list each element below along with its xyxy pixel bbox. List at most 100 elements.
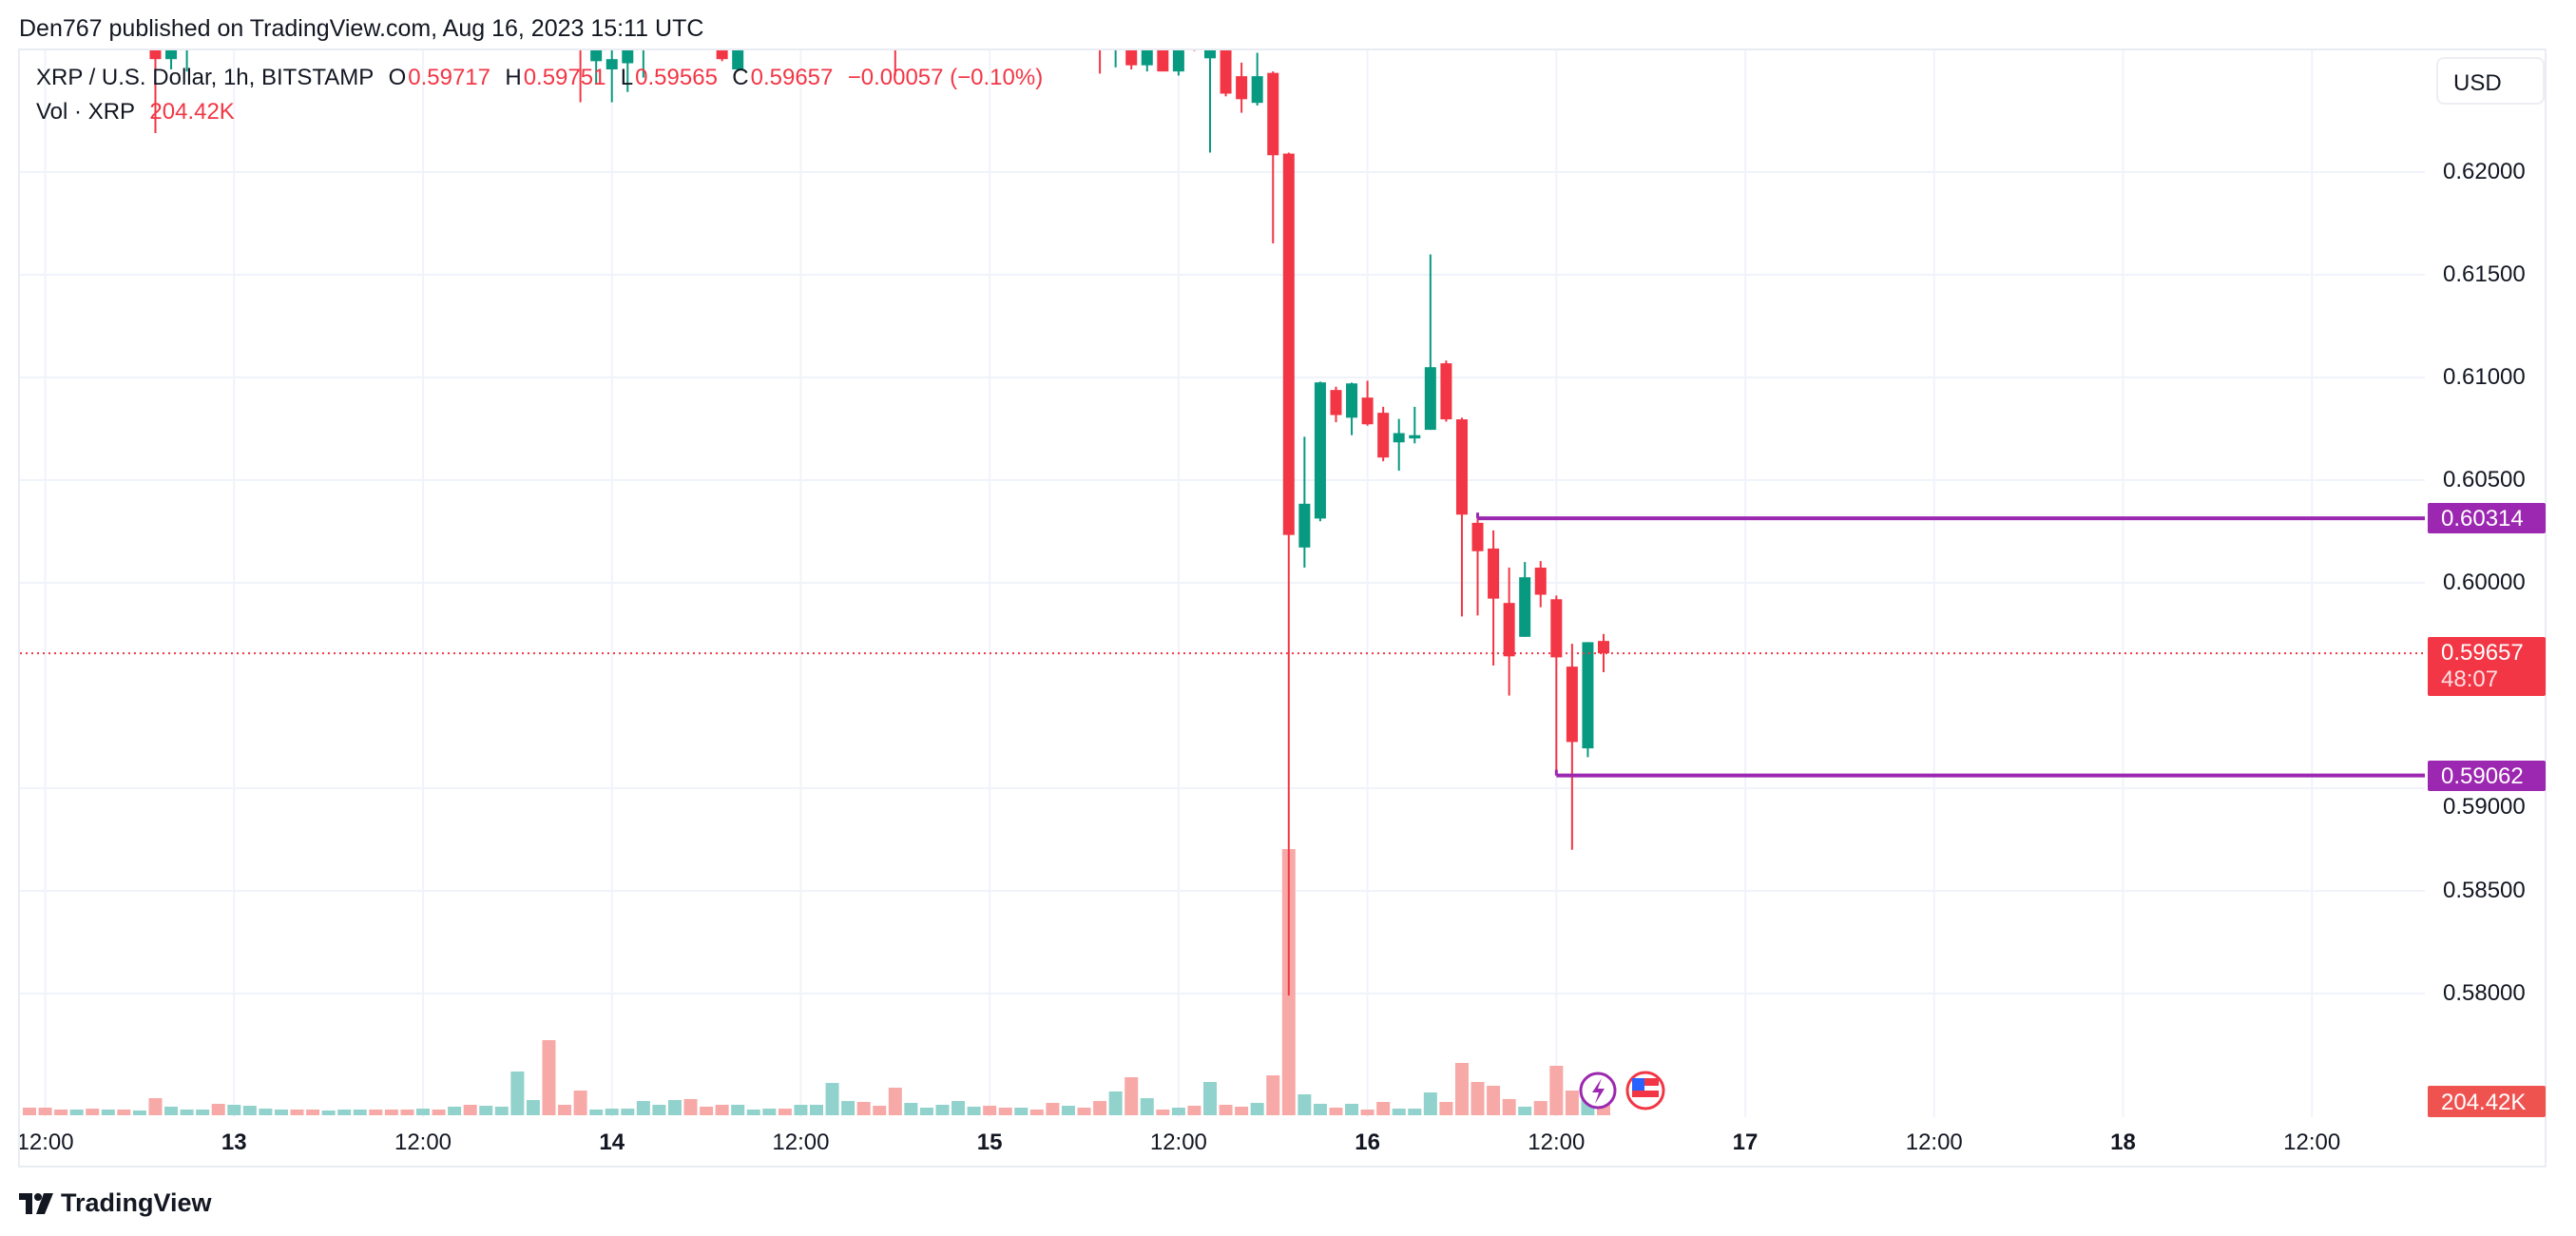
change-value: −0.00057 (−0.10%) [847, 65, 1044, 90]
candle[interactable] [622, 29, 634, 92]
volume-bar [1533, 1101, 1548, 1115]
horizontal-levels[interactable] [20, 512, 2425, 778]
volume-bar [683, 1098, 698, 1115]
candle[interactable] [638, 18, 649, 78]
candle[interactable] [149, 8, 162, 133]
tradingview-logo[interactable]: TradingView [19, 1188, 212, 1218]
candle-body [1488, 548, 1500, 599]
candle[interactable] [1251, 52, 1263, 106]
candle-body [1204, 50, 1216, 59]
volume-bar [1046, 1103, 1060, 1115]
candle[interactable] [182, 18, 193, 72]
candle[interactable] [1204, 39, 1216, 153]
candle-body [1409, 435, 1421, 439]
candle[interactable] [1471, 518, 1484, 616]
candle[interactable] [1550, 595, 1563, 776]
candle[interactable] [1598, 633, 1609, 672]
candle[interactable] [1236, 62, 1248, 113]
volume-bar [290, 1109, 304, 1115]
candles [149, 0, 1609, 996]
time-axis[interactable]: 12:00 13 12:00 14 12:00 15 12:00 16 12:00 17 12:00… [20, 1118, 2425, 1166]
volume-bar [180, 1109, 194, 1115]
volume-bar [1313, 1103, 1327, 1115]
candle[interactable] [732, 18, 744, 72]
candle[interactable] [1566, 644, 1578, 850]
volume-bar [1203, 1082, 1217, 1115]
candle-body [638, 29, 649, 39]
candle[interactable] [1110, 18, 1122, 68]
candle[interactable] [1519, 562, 1531, 637]
candle[interactable] [1440, 360, 1452, 422]
volume-bar [1171, 1108, 1185, 1115]
candle[interactable] [1534, 561, 1547, 608]
candle[interactable] [1125, 8, 1138, 69]
candle[interactable] [1346, 382, 1358, 435]
candle[interactable] [1141, 18, 1153, 72]
candle[interactable] [575, 0, 586, 103]
candle-body [1550, 599, 1563, 658]
volume-bar [762, 1109, 777, 1115]
volume-bar [1235, 1106, 1249, 1115]
candle[interactable] [165, 8, 178, 69]
currency-button[interactable]: USD [2436, 57, 2545, 105]
candle[interactable] [1361, 380, 1374, 426]
time-tick-label: 12:00 [20, 1130, 74, 1155]
volume-bar [1298, 1093, 1312, 1115]
candle[interactable] [1488, 530, 1500, 666]
candle[interactable] [890, 8, 901, 76]
candle[interactable] [1157, 8, 1169, 72]
candle[interactable] [1220, 41, 1232, 97]
volume-bar [1029, 1109, 1044, 1115]
candle[interactable] [1314, 381, 1326, 522]
candle[interactable] [1424, 254, 1436, 431]
candle[interactable] [1409, 406, 1421, 444]
candle[interactable] [1503, 568, 1515, 696]
candle-body [1220, 50, 1232, 94]
candle[interactable] [1298, 436, 1311, 569]
candle-body [1094, 18, 1105, 39]
candle[interactable] [1267, 71, 1279, 243]
volume-bar [558, 1104, 572, 1115]
candle[interactable] [1377, 406, 1390, 462]
lightning-event-icon[interactable] [1579, 1072, 1617, 1110]
volume-bar [998, 1108, 1012, 1115]
volume-bar [101, 1109, 115, 1115]
candle[interactable] [606, 45, 618, 103]
candle-body [1314, 382, 1326, 519]
volume-bar [841, 1101, 855, 1115]
volume-bar [432, 1109, 446, 1115]
candle[interactable] [1393, 418, 1405, 472]
candle[interactable] [590, 29, 603, 85]
volume-bar [589, 1109, 604, 1115]
candle[interactable] [1455, 417, 1468, 617]
us-flag-event-icon[interactable] [1625, 1071, 1665, 1110]
candle-body [1110, 29, 1122, 45]
volume-bar [274, 1109, 288, 1115]
candle[interactable] [1172, 18, 1184, 76]
volume-bar [1187, 1106, 1201, 1115]
volume-bar [542, 1039, 556, 1115]
candle-body [165, 50, 178, 60]
candle[interactable] [1282, 152, 1295, 996]
candle-body [590, 50, 603, 62]
candle-body [1157, 50, 1169, 72]
volume-legend[interactable]: Vol · XRP 204.42K [36, 99, 237, 126]
candle[interactable] [1188, 18, 1200, 51]
volume-bar [1250, 1103, 1264, 1115]
volume-bar [369, 1109, 383, 1115]
candle[interactable] [716, 18, 728, 62]
event-markers[interactable] [1579, 1071, 1665, 1110]
volume-bar [1471, 1082, 1485, 1115]
low-value: 0.59565 [635, 65, 718, 90]
volume-bar [1423, 1092, 1437, 1115]
candle[interactable] [1094, 8, 1105, 74]
published-caption: Den767 published on TradingView.com, Aug… [19, 15, 704, 42]
candle[interactable] [1582, 642, 1594, 758]
candle[interactable] [1330, 386, 1342, 423]
volume-bar [132, 1110, 146, 1115]
time-tick-label: 12:00 [394, 1130, 452, 1155]
symbol-legend[interactable]: XRP / U.S. Dollar, 1h, BITSTAMP O0.59717… [36, 65, 1045, 91]
volume-bar [1219, 1104, 1233, 1115]
candle-body [1393, 433, 1405, 443]
